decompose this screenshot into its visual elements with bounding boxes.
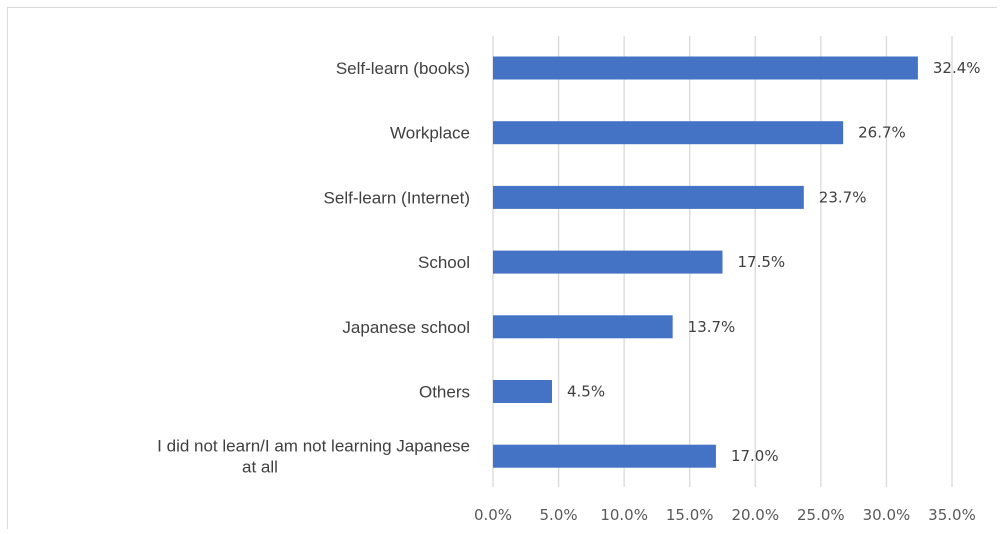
category-label: Workplace — [390, 124, 470, 143]
category-label: I did not learn/I am not learning Japane… — [157, 437, 470, 477]
x-tick-label: 20.0% — [731, 506, 779, 524]
chart-frame — [7, 7, 997, 529]
x-tick-label: 35.0% — [928, 506, 976, 524]
bar — [493, 56, 918, 80]
bar — [493, 250, 723, 274]
category-label: Others — [419, 383, 470, 402]
category-label: Japanese school — [342, 318, 470, 337]
data-label: 4.5% — [567, 383, 605, 401]
bar — [493, 315, 673, 339]
labels: 0.0% 5.0% 10.0% 15.0% 20.0% 25.0% 30.0% 35.0% 32… — [157, 59, 980, 524]
bar — [493, 121, 844, 145]
bar — [493, 380, 553, 403]
data-label: 23.7% — [819, 188, 867, 206]
data-label: 32.4% — [933, 59, 981, 77]
data-label: 17.0% — [731, 447, 779, 465]
data-label: 17.5% — [738, 253, 786, 271]
x-tick-label: 10.0% — [600, 506, 648, 524]
bars — [493, 56, 918, 468]
bar — [493, 444, 716, 468]
category-label: Self-learn (books) — [336, 59, 470, 78]
x-tick-label: 30.0% — [863, 506, 911, 524]
data-label: 13.7% — [688, 318, 736, 336]
x-tick-label: 5.0% — [540, 506, 578, 524]
data-label: 26.7% — [858, 124, 906, 142]
bar — [493, 185, 804, 209]
x-tick-label: 15.0% — [666, 506, 714, 524]
x-tick-label: 25.0% — [797, 506, 845, 524]
x-tick-label: 0.0% — [474, 506, 512, 524]
category-label: Self-learn (Internet) — [324, 188, 470, 207]
category-label: School — [418, 253, 470, 272]
